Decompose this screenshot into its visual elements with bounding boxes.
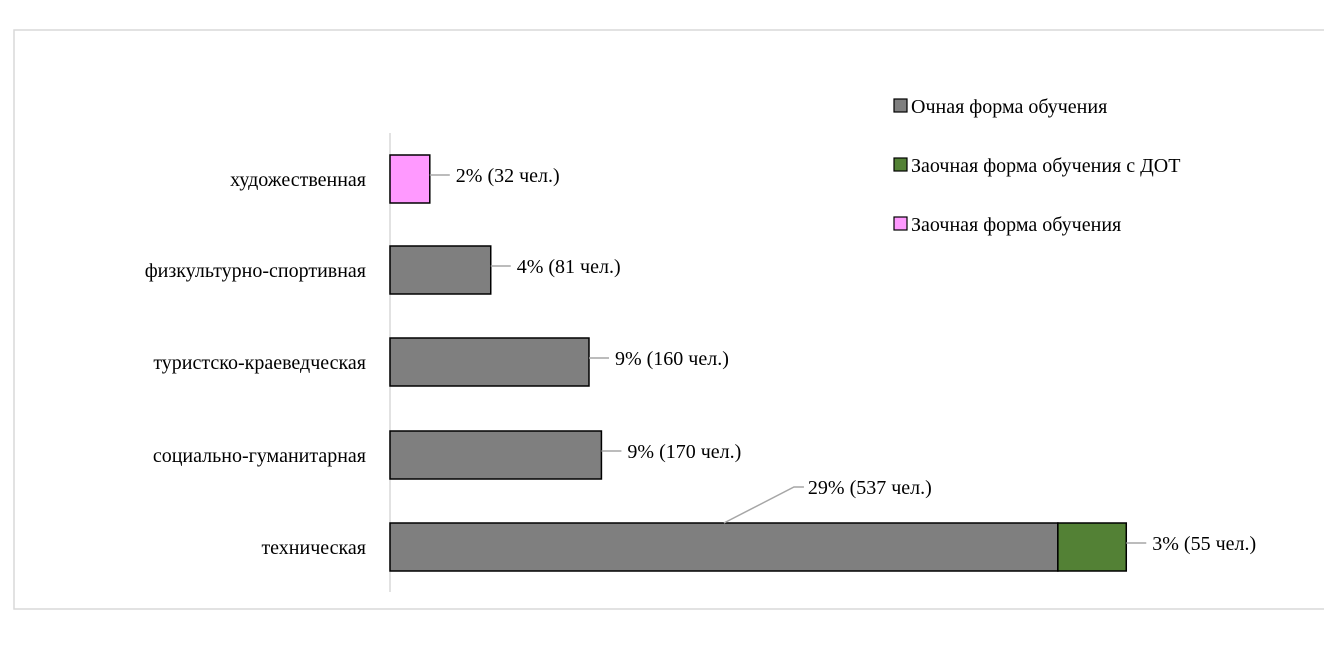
bar-2-series-0 (389, 337, 590, 387)
data-label-4-series-1: 3% (55 чел.) (1152, 533, 1256, 555)
bars-layer (389, 154, 1128, 572)
legend-swatch-0 (893, 98, 908, 113)
legend: Очная форма обучения Заочная форма обучен… (893, 96, 1180, 236)
leader-line-4-series-0 (723, 486, 804, 524)
chart-border (13, 29, 1324, 610)
legend-swatch-2 (893, 216, 908, 231)
legend-label-1: Заочная форма обучения с ДОТ (911, 155, 1180, 177)
category-label-2: туристско-краеведческая (153, 352, 366, 374)
legend-label-2: Заочная форма обучения (911, 214, 1121, 236)
bar-3-series-0 (389, 430, 603, 480)
leader-lines-layer (429, 174, 1147, 544)
category-label-4: техническая (261, 537, 366, 559)
data-label-1-series-0: 4% (81 чел.) (517, 256, 621, 278)
category-labels-layer: художественная физкультурно-спортивная тур… (145, 169, 366, 559)
bar-0-series-2 (389, 154, 431, 204)
bar-4-series-0 (389, 522, 1059, 572)
category-label-0: художественная (230, 169, 366, 191)
category-label-1: физкультурно-спортивная (145, 260, 366, 282)
bar-4-series-1 (1057, 522, 1128, 572)
bar-1-series-0 (389, 245, 492, 295)
category-label-3: социально-гуманитарная (153, 445, 366, 467)
data-label-4-series-0: 29% (537 чел.) (808, 477, 932, 499)
data-labels-layer: 2% (32 чел.) 4% (81 чел.) 9% (160 чел.) 9% … (456, 165, 1256, 555)
data-label-3-series-0: 9% (170 чел.) (627, 441, 741, 463)
legend-label-0: Очная форма обучения (911, 96, 1107, 118)
legend-swatch-1 (893, 157, 908, 172)
data-label-2-series-0: 9% (160 чел.) (615, 348, 729, 370)
data-label-0-series-2: 2% (32 чел.) (456, 165, 560, 187)
